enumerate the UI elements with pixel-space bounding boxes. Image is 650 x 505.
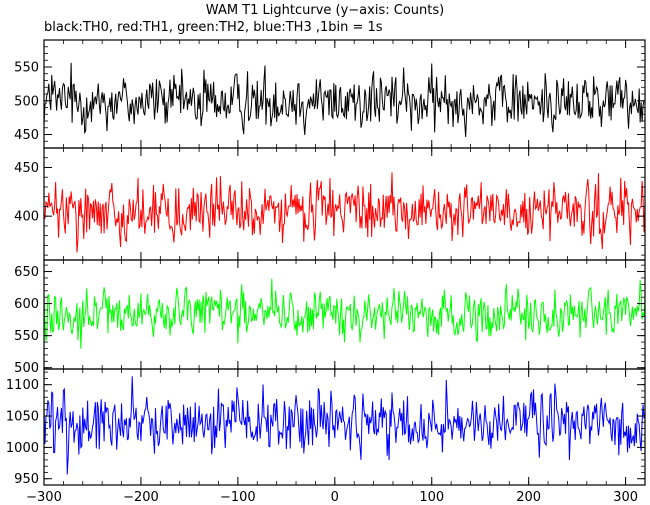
x-tick-label: 100 bbox=[419, 490, 444, 505]
panels-group: 450 500 550 400 450 500 550 600 650 950 1000 1050 11… bbox=[6, 39, 646, 487]
x-tick-label: 200 bbox=[516, 490, 541, 505]
y-tick-label: 1050 bbox=[6, 410, 39, 425]
series-line-th0 bbox=[44, 62, 645, 138]
x-tick-label: −300 bbox=[26, 490, 62, 505]
panel-frame bbox=[43, 39, 646, 149]
x-axis: −300 −200 −100 0 100 200 300 bbox=[26, 490, 638, 505]
x-tick-label: −200 bbox=[123, 490, 159, 505]
panel-th3: 950 1000 1050 1100 bbox=[6, 368, 646, 487]
panel-th1: 400 450 bbox=[14, 147, 646, 261]
y-tick-label: 500 bbox=[14, 94, 39, 109]
series-line-th2 bbox=[44, 278, 645, 349]
x-tick-label: 0 bbox=[331, 490, 339, 505]
x-tick-label: −100 bbox=[220, 490, 256, 505]
x-tick-label: 300 bbox=[613, 490, 638, 505]
y-tick-label: 600 bbox=[14, 297, 39, 312]
y-tick-label: 550 bbox=[14, 61, 39, 76]
chart-title: WAM T1 Lightcurve (y−axis: Counts) bbox=[206, 3, 444, 18]
y-tick-label: 1100 bbox=[6, 378, 39, 393]
y-tick-label: 500 bbox=[14, 361, 39, 376]
y-tick-label: 1000 bbox=[6, 441, 39, 456]
y-tick-label: 450 bbox=[14, 161, 39, 176]
chart-subtitle: black:TH0, red:TH1, green:TH2, blue:TH3 … bbox=[44, 20, 383, 35]
y-tick-label: 650 bbox=[14, 265, 39, 280]
y-tick-label: 950 bbox=[14, 472, 39, 487]
y-tick-label: 550 bbox=[14, 329, 39, 344]
panel-th2: 500 550 600 650 bbox=[14, 259, 646, 376]
panel-frame bbox=[43, 368, 646, 486]
y-tick-label: 400 bbox=[14, 210, 39, 225]
series-line-th3 bbox=[44, 376, 645, 475]
series-line-th1 bbox=[44, 172, 645, 253]
y-tick-label: 450 bbox=[14, 128, 39, 143]
panel-th0: 450 500 550 bbox=[14, 39, 646, 149]
